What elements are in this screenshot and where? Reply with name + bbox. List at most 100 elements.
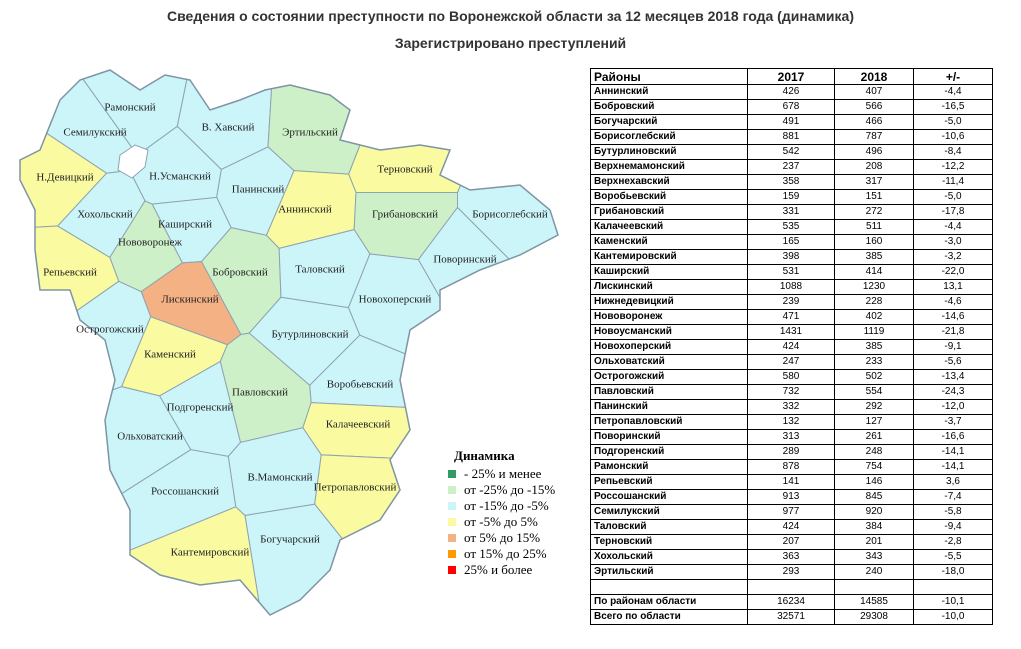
table-cell: 317 (834, 174, 914, 190)
table-cell: 1230 (834, 279, 914, 295)
table-cell: -10,1 (913, 594, 993, 610)
table-cell: -5,5 (913, 549, 993, 565)
district-label: Н.Усманский (149, 171, 211, 183)
table-cell: -8,4 (913, 144, 993, 160)
table-cell: Поворинский (590, 429, 748, 445)
table-cell: 146 (834, 474, 914, 490)
table-cell: -3,7 (913, 414, 993, 430)
table-cell: Богучарский (590, 114, 748, 130)
table-cell: 414 (834, 264, 914, 280)
table-cell: Верхнемамонский (590, 159, 748, 175)
legend-swatch (448, 518, 456, 526)
table-cell: Всего по области (590, 609, 748, 625)
table-cell: 248 (834, 444, 914, 460)
table-cell: 496 (834, 144, 914, 160)
table-row: Петропавловский 132 127 -3,7 (590, 414, 993, 430)
table-cell: 208 (834, 159, 914, 175)
table-row: Россошанский 913 845 -7,4 (590, 489, 993, 505)
district-label: Семилукский (63, 127, 126, 139)
legend-label: от 5% до 15% (464, 530, 541, 545)
legend-swatch (448, 550, 456, 558)
table-row: Каменский 165 160 -3,0 (590, 234, 993, 250)
table-row: Богучарский 491 466 -5,0 (590, 114, 993, 130)
table-cell: -3,0 (913, 234, 993, 250)
legend: Динамика - 25% и менее от -25% до -15% от -… (448, 448, 555, 578)
table-cell: -10,6 (913, 129, 993, 145)
table-cell: 358 (747, 174, 835, 190)
table-cell: 881 (747, 129, 835, 145)
table-row (590, 579, 993, 595)
table-cell: 3,6 (913, 474, 993, 490)
table-cell: Подгоренский (590, 444, 748, 460)
table-row: Новоусманский 1431 1119 -21,8 (590, 324, 993, 340)
table-cell: 272 (834, 204, 914, 220)
table-cell: 466 (834, 114, 914, 130)
table-cell: 29308 (834, 609, 914, 625)
district-label: Нововоронеж (118, 237, 182, 249)
table-cell: Бутурлиновский (590, 144, 748, 160)
district-label: Каширский (158, 219, 212, 231)
table-cell: 127 (834, 414, 914, 430)
table-cell: -5,0 (913, 189, 993, 205)
table-cell: 502 (834, 369, 914, 385)
table-cell: Районы (590, 68, 748, 85)
table-cell: Россошанский (590, 489, 748, 505)
table-cell: 240 (834, 564, 914, 580)
table-row: Хохольский 363 343 -5,5 (590, 549, 993, 565)
table-row: Таловский 424 384 -9,4 (590, 519, 993, 535)
table-row: Борисоглебский 881 787 -10,6 (590, 129, 993, 145)
table-cell: Панинский (590, 399, 748, 415)
table-cell: 402 (834, 309, 914, 325)
subtitle: Зарегистрировано преступлений (394, 35, 627, 51)
table-cell: 165 (747, 234, 835, 250)
table-cell: 363 (747, 549, 835, 565)
table-cell: 13,1 (913, 279, 993, 295)
map: Рамонский Семилукский В. Хавский Эртильский… (19, 69, 559, 616)
table-cell: 398 (747, 249, 835, 265)
table-cell: 331 (747, 204, 835, 220)
table-cell: Павловский (590, 384, 748, 400)
legend-swatch (448, 470, 456, 478)
table-cell: 160 (834, 234, 914, 250)
legend-title: Динамика (454, 448, 515, 463)
table-cell: -7,4 (913, 489, 993, 505)
table-cell: 289 (747, 444, 835, 460)
table-row: Острогожский 580 502 -13,4 (590, 369, 993, 385)
table-cell: 385 (834, 249, 914, 265)
table-cell: Каменский (590, 234, 748, 250)
table-cell: -4,4 (913, 84, 993, 100)
table-row: Репьевский 141 146 3,6 (590, 474, 993, 490)
table-cell: 132 (747, 414, 835, 430)
table-cell: Кантемировский (590, 249, 748, 265)
legend-item: - 25% и менее (448, 466, 555, 482)
legend-item: от 15% до 25% (448, 546, 555, 562)
district-label: Каменский (144, 349, 196, 361)
table: Районы 2017 2018 +/- Аннинский 426 407 -4,4 Бобр… (590, 68, 993, 625)
legend-label: от -5% до 5% (464, 514, 538, 529)
table-cell: 293 (747, 564, 835, 580)
table-cell: 754 (834, 459, 914, 475)
table-cell: 32571 (747, 609, 835, 625)
region-outline (19, 69, 559, 616)
table-cell: 384 (834, 519, 914, 535)
table-cell: По районам области (590, 594, 748, 610)
table-cell: -21,8 (913, 324, 993, 340)
table-row: Новохоперский 424 385 -9,1 (590, 339, 993, 355)
table-cell: Верхнехавский (590, 174, 748, 190)
table-row: Всего по области 32571 29308 -10,0 (590, 609, 993, 625)
table-cell: 580 (747, 369, 835, 385)
table-cell: -13,4 (913, 369, 993, 385)
district-label: В. Хавский (202, 122, 255, 134)
table-cell: 313 (747, 429, 835, 445)
table-cell: 1431 (747, 324, 835, 340)
district-label: Рамонский (104, 102, 155, 114)
district-label: Грибановский (372, 209, 438, 221)
table-cell: Хохольский (590, 549, 748, 565)
table-cell: Новохоперский (590, 339, 748, 355)
table-cell: 678 (747, 99, 835, 115)
table-cell: 424 (747, 339, 835, 355)
table-cell: -18,0 (913, 564, 993, 580)
district-label: Новохоперский (359, 294, 432, 306)
district-label: Ольховатский (117, 431, 183, 443)
table-cell: 1119 (834, 324, 914, 340)
